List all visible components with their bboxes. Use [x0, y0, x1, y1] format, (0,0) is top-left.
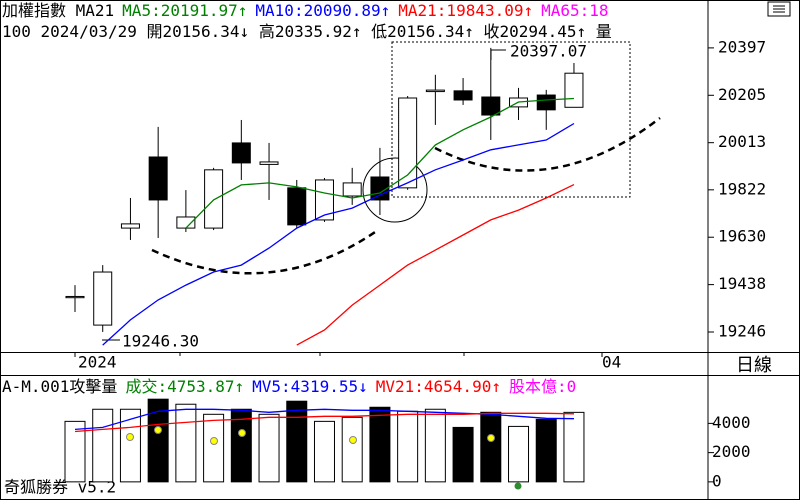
y-tick-label: 20397 [718, 37, 766, 56]
volume-bar [369, 406, 391, 483]
header-text: 加權指數 MA21 MA5:20191.97↑ MA10:20090.89↑ MA21… [2, 1, 609, 20]
volume-bar [480, 411, 502, 483]
header-text: 100 2024/03/29 開20156.34↓ 高20335.92↑ 低20… [2, 22, 612, 41]
mv-line [74, 412, 575, 433]
header-item: MV21:4654.90↑ [376, 377, 501, 396]
header-row: 加權指數 MA21 MA5:20191.97↑ MA10:20090.89↑ MA21… [2, 1, 609, 20]
ma-line [296, 184, 575, 346]
candle-body [564, 72, 584, 108]
menu-icon [773, 5, 785, 13]
signal-dot [238, 429, 246, 437]
candle-body [93, 271, 113, 326]
header-item: MA65:18 [541, 1, 608, 20]
y-tick-label: 20013 [718, 132, 766, 151]
volume-bar [119, 408, 141, 483]
y-tick-label: 4000 [712, 413, 751, 432]
footer: 奇狐勝券 v5.2 [4, 478, 116, 497]
header-item: A-M.001攻擊量 [2, 377, 117, 396]
candle-body [481, 96, 501, 116]
signal-dots [126, 426, 522, 490]
volume-bar [230, 408, 252, 483]
date-tick [74, 352, 603, 357]
candles [65, 47, 584, 346]
candle-body [287, 187, 307, 226]
header-row: 100 2024/03/29 開20156.34↓ 高20335.92↑ 低20… [2, 22, 612, 41]
signal-dot [154, 426, 162, 434]
header-item: MV5:4319.55↓ [252, 377, 368, 396]
volume-bar [92, 408, 114, 483]
low-label: 19246.30 [122, 332, 199, 351]
y-tick-label: 19246 [718, 322, 766, 341]
candle-body [204, 169, 224, 229]
volume-bar [175, 403, 197, 483]
y-tick-label: 19438 [718, 274, 766, 293]
candle-body [176, 216, 196, 229]
y-tick-label: 19630 [718, 227, 766, 246]
volume-bar [203, 413, 225, 483]
volume-bar [508, 425, 530, 483]
highlight-circle [362, 157, 428, 223]
header-item: 成交:4753.87↑ [125, 377, 244, 396]
header-row: A-M.001攻擊量 成交:4753.87↑ MV5:4319.55↓ MV21:46… [2, 377, 576, 396]
volume [64, 398, 585, 483]
candle-body [259, 161, 279, 165]
header-item: 股本億:0 [509, 377, 576, 396]
signal-dot [487, 434, 495, 442]
volume-bar [563, 411, 585, 483]
signal-dot [126, 433, 134, 441]
header-item: 加權指數 MA21 [2, 1, 114, 20]
volume-bar [452, 426, 474, 483]
y-tick-label: 19822 [718, 179, 766, 198]
volume-bar [258, 413, 280, 483]
volume-bar [341, 416, 363, 483]
volume-bar [397, 410, 419, 483]
y-tick-label: 20205 [718, 85, 766, 104]
volume-bar [286, 400, 308, 483]
candle-body [120, 223, 140, 229]
volume-bar [424, 408, 446, 483]
y-tick-label: 0 [712, 471, 722, 490]
y-tick-label: 2000 [712, 442, 751, 461]
signal-dot [349, 436, 357, 444]
volume-bar [313, 420, 335, 483]
candle-body [398, 97, 418, 189]
date-label: 04 [602, 353, 621, 372]
volume-bar [64, 420, 86, 483]
candle-body [425, 89, 445, 93]
header-item: MA10:20090.89↑ [255, 1, 390, 20]
ma-line [102, 122, 575, 346]
candle-body [342, 182, 362, 197]
candle-body [65, 295, 85, 299]
trend-curve [151, 228, 379, 275]
ma-line [185, 97, 575, 229]
volume-bar [535, 418, 557, 483]
date-label: 2024 [78, 353, 117, 372]
signal-dot [210, 437, 218, 445]
header-text: A-M.001攻擊量 成交:4753.87↑ MV5:4319.55↓ MV21:46… [2, 377, 576, 396]
candle-body [453, 90, 473, 101]
header-item: MA5:20191.97↑ [122, 1, 247, 20]
volume-bar [147, 398, 169, 483]
signal-dot [514, 482, 522, 490]
header-item: MA21:19843.09↑ [398, 1, 533, 20]
mv-line [74, 408, 575, 431]
high-label: 20397.07 [510, 42, 587, 61]
candle-body [314, 179, 334, 221]
header-item: 100 2024/03/29 開20156.34↓ 高20335.92↑ 低20… [2, 22, 612, 41]
candle-body [148, 156, 168, 201]
candle-body [536, 94, 556, 111]
period-label: 日線 [736, 355, 772, 376]
highlight-box [391, 41, 631, 198]
candle-body [231, 142, 251, 164]
